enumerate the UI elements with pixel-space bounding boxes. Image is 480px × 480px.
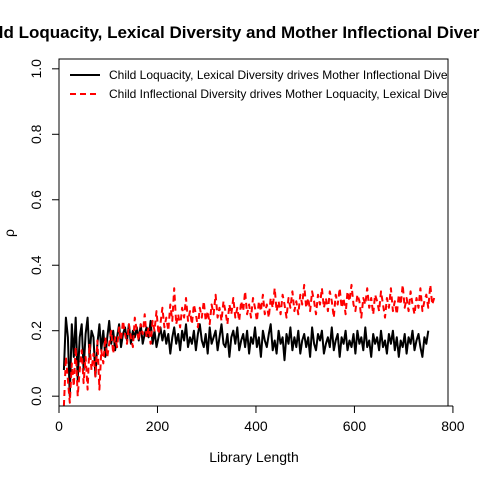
y-tick-label: 0.2 (28, 321, 44, 341)
title-group: Child Loquacity, Lexical Diversity and M… (0, 23, 480, 42)
x-axis-label: Library Length (209, 449, 299, 465)
y-axis: 0.0 0.2 0.4 0.6 0.8 1.0 (28, 59, 60, 406)
y-axis-label: ρ (1, 229, 17, 237)
y-tick-label: 1.0 (28, 59, 44, 79)
series-layer (62, 283, 436, 407)
legend: Child Loquacity, Lexical Diversity drive… (70, 68, 470, 101)
x-tick-label: 600 (343, 418, 367, 434)
y-tick-label: 0.0 (28, 386, 44, 406)
x-tick-label: 400 (244, 418, 268, 434)
y-tick-label: 0.6 (28, 190, 44, 210)
x-tick-label: 200 (146, 418, 170, 434)
chart-title: Child Loquacity, Lexical Diversity and M… (0, 23, 480, 42)
y-tick-label: 0.4 (28, 255, 44, 275)
plot-frame (58, 58, 449, 407)
x-tick-label: 800 (441, 418, 465, 434)
legend-label-2: Child Inflectional Diversity drives Moth… (109, 87, 470, 101)
series-line-2 (62, 283, 436, 407)
y-tick-label: 0.8 (28, 124, 44, 144)
x-tick-label: 0 (55, 418, 63, 434)
legend-label-1: Child Loquacity, Lexical Diversity drive… (109, 68, 470, 82)
x-axis: 0 200 400 600 800 (55, 405, 465, 434)
